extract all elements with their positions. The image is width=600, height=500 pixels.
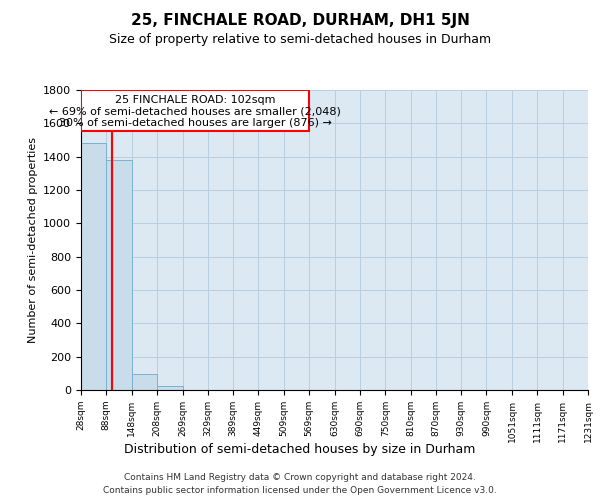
Bar xyxy=(157,386,182,390)
Text: Contains HM Land Registry data © Crown copyright and database right 2024.: Contains HM Land Registry data © Crown c… xyxy=(124,472,476,482)
Text: 30% of semi-detached houses are larger (876) →: 30% of semi-detached houses are larger (… xyxy=(59,118,331,128)
Text: Contains public sector information licensed under the Open Government Licence v3: Contains public sector information licen… xyxy=(103,486,497,495)
Bar xyxy=(131,374,157,390)
Bar xyxy=(81,144,106,390)
Y-axis label: Number of semi-detached properties: Number of semi-detached properties xyxy=(28,137,38,343)
Text: Size of property relative to semi-detached houses in Durham: Size of property relative to semi-detach… xyxy=(109,32,491,46)
Text: 25, FINCHALE ROAD, DURHAM, DH1 5JN: 25, FINCHALE ROAD, DURHAM, DH1 5JN xyxy=(131,12,469,28)
Text: Distribution of semi-detached houses by size in Durham: Distribution of semi-detached houses by … xyxy=(124,442,476,456)
Bar xyxy=(106,160,131,390)
Text: ← 69% of semi-detached houses are smaller (2,048): ← 69% of semi-detached houses are smalle… xyxy=(49,106,341,116)
Bar xyxy=(81,90,309,131)
Text: 25 FINCHALE ROAD: 102sqm: 25 FINCHALE ROAD: 102sqm xyxy=(115,95,275,105)
